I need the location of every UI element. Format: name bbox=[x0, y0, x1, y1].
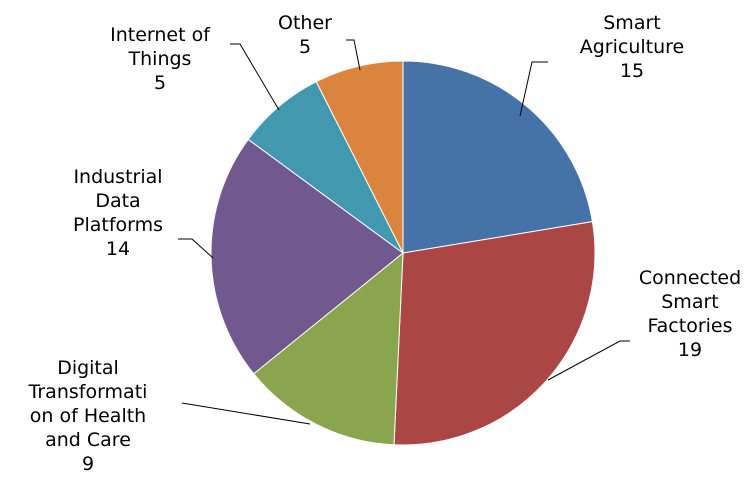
slice-label-3: Digital Transformati on of Health and Care 9 bbox=[28, 357, 148, 475]
slice-label-line: Platforms bbox=[73, 214, 163, 236]
slice-label-line: Agriculture bbox=[580, 36, 685, 58]
slice-label-line: and Care bbox=[45, 429, 131, 451]
slice-label-line: Smart bbox=[661, 291, 718, 313]
slice-label-line: Connected bbox=[639, 267, 741, 289]
slice-label-4: Industrial Data Platforms 14 bbox=[73, 166, 163, 260]
slice-label-line: Smart bbox=[603, 12, 660, 34]
slice-label-2: Connected Smart Factories 19 bbox=[639, 267, 741, 361]
slice-label-line: Digital bbox=[57, 357, 119, 379]
slice-label-line: Factories bbox=[647, 315, 732, 337]
slice-value-5: 5 bbox=[154, 72, 166, 94]
leader-lines bbox=[178, 39, 630, 425]
leader-line-6 bbox=[346, 39, 361, 71]
slice-label-line: on of Health bbox=[30, 405, 146, 427]
slice-value-6: 5 bbox=[299, 36, 311, 58]
pie-slices bbox=[210, 60, 596, 446]
slice-label-line: Internet of bbox=[110, 24, 211, 46]
slice-label-line: Things bbox=[128, 48, 192, 70]
pie-slice-6 bbox=[315, 60, 404, 254]
leader-line-4 bbox=[178, 238, 214, 259]
slice-value-1: 15 bbox=[620, 60, 644, 82]
pie-slice-1 bbox=[402, 60, 593, 254]
slice-value-4: 14 bbox=[106, 238, 130, 260]
slice-label-line: Industrial bbox=[73, 166, 162, 188]
leader-line-1 bbox=[519, 61, 548, 117]
slice-label-line: Other bbox=[278, 12, 332, 34]
leader-line-5 bbox=[230, 43, 280, 111]
slice-label-5: Internet of Things 5 bbox=[110, 24, 211, 94]
pie-slice-4 bbox=[210, 138, 404, 375]
slice-label-6: Other 5 bbox=[278, 12, 332, 58]
leader-line-3 bbox=[181, 402, 311, 425]
slice-value-2: 19 bbox=[678, 339, 702, 361]
slice-label-1: Smart Agriculture 15 bbox=[580, 12, 685, 82]
slice-label-line: Transformati bbox=[28, 381, 148, 403]
pie-slice-2 bbox=[393, 221, 596, 446]
leader-line-2 bbox=[547, 340, 630, 381]
pie-slice-3 bbox=[252, 251, 404, 446]
slice-value-3: 9 bbox=[82, 453, 94, 475]
slice-label-line: Data bbox=[95, 190, 140, 212]
